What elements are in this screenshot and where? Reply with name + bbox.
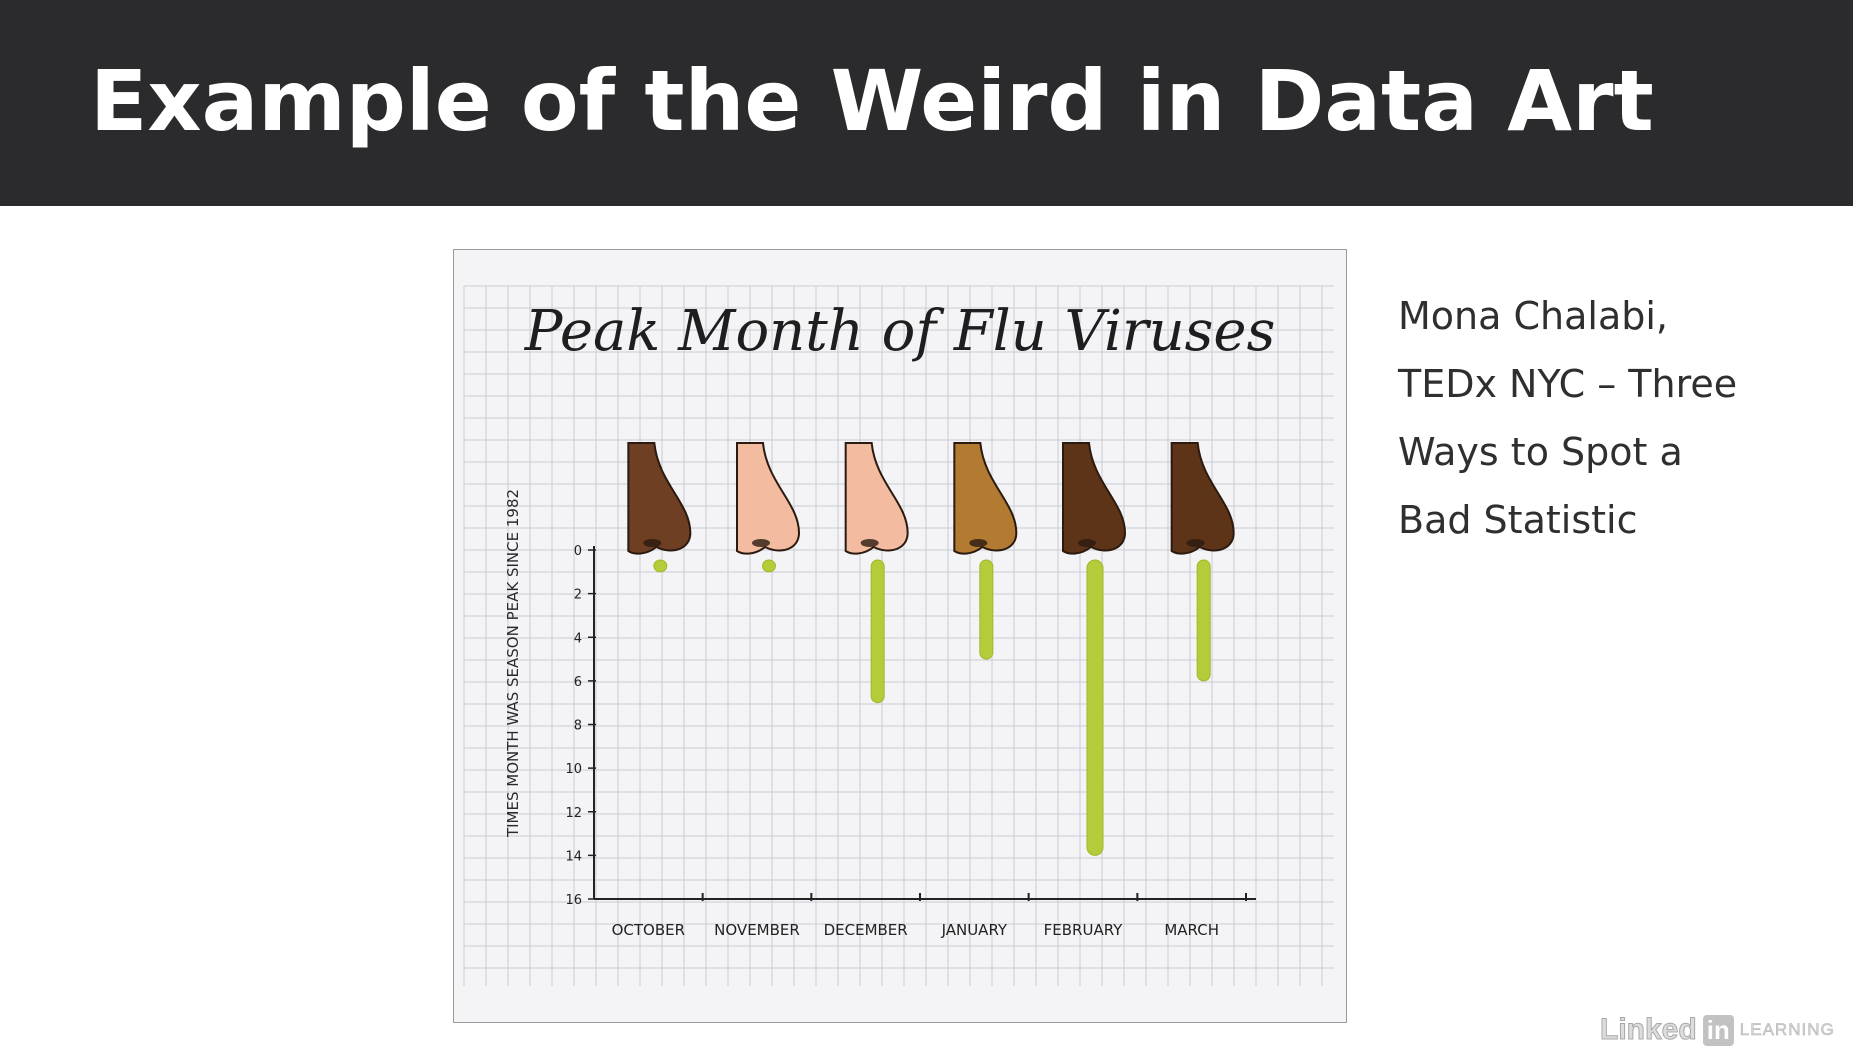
slide-header: Example of the Weird in Data Art bbox=[0, 0, 1853, 206]
x-category-label: JANUARY bbox=[941, 921, 1008, 939]
y-tick-label: 8 bbox=[574, 719, 582, 734]
nose-drawing bbox=[736, 442, 801, 555]
nostril bbox=[860, 539, 879, 547]
y-tick-label: 14 bbox=[565, 849, 582, 864]
y-tick-label: 6 bbox=[574, 675, 582, 690]
logo-in: in bbox=[1702, 1014, 1734, 1046]
nose-drawing bbox=[844, 442, 909, 555]
x-category-label: OCTOBER bbox=[612, 921, 685, 939]
chart-axes bbox=[593, 546, 1256, 901]
y-tick-label: 16 bbox=[565, 893, 582, 908]
caption-line: Bad Statistic bbox=[1398, 498, 1638, 542]
nostril bbox=[969, 539, 988, 547]
caption-line: Ways to Spot a bbox=[1398, 430, 1683, 474]
x-category-label: MARCH bbox=[1164, 921, 1219, 939]
nostril bbox=[643, 539, 662, 547]
snot-bar bbox=[1196, 559, 1211, 682]
x-category-labels: OCTOBER NOVEMBER DECEMBER JANUARY FEBRUARY MA… bbox=[612, 921, 1219, 939]
snot-bar bbox=[979, 559, 994, 660]
chart-title: Peak Month of Flu Viruses bbox=[524, 299, 1276, 364]
y-tick-labels: 0 2 4 6 8 10 12 14 16 bbox=[565, 544, 596, 908]
y-tick-label: 4 bbox=[574, 631, 582, 646]
y-tick-label: 0 bbox=[574, 544, 582, 559]
snot-bar bbox=[1086, 559, 1104, 856]
x-category-label: NOVEMBER bbox=[714, 921, 800, 939]
logo-word: Linked bbox=[1600, 1013, 1698, 1047]
snot-bar bbox=[762, 559, 776, 573]
y-tick-label: 2 bbox=[574, 588, 582, 603]
snot-bar bbox=[653, 559, 668, 573]
slide-title: Example of the Weird in Data Art bbox=[90, 52, 1654, 150]
caption-line: TEDx NYC – Three bbox=[1398, 362, 1738, 406]
x-category-label: FEBRUARY bbox=[1044, 921, 1124, 939]
linkedin-learning-logo: Linked in LEARNING bbox=[1600, 1010, 1835, 1050]
y-tick-label: 10 bbox=[565, 762, 582, 777]
caption-line: Mona Chalabi, bbox=[1398, 294, 1668, 338]
nose-drawing bbox=[1062, 442, 1127, 555]
y-tick-label: 12 bbox=[565, 806, 582, 821]
attribution-caption: Mona Chalabi, TEDx NYC – Three Ways to S… bbox=[1398, 282, 1828, 554]
nose-drawing bbox=[1170, 442, 1235, 555]
y-axis-label: TIMES MONTH WAS SEASON PEAK SINCE 1982 bbox=[504, 489, 522, 838]
x-category-label: DECEMBER bbox=[824, 921, 908, 939]
snot-bars bbox=[653, 559, 1211, 856]
nostril bbox=[1078, 539, 1096, 547]
logo-suffix: LEARNING bbox=[1739, 1020, 1835, 1040]
data-art-image: Peak Month of Flu Viruses TIMES MONTH WA… bbox=[453, 249, 1347, 1023]
grid-paper bbox=[463, 285, 1334, 986]
nose-drawing bbox=[627, 442, 692, 555]
flu-chart: Peak Month of Flu Viruses TIMES MONTH WA… bbox=[463, 285, 1334, 986]
noses bbox=[627, 442, 1235, 555]
snot-bar bbox=[870, 559, 885, 704]
nose-drawing bbox=[953, 442, 1018, 555]
nostril bbox=[752, 539, 770, 547]
nostril bbox=[1186, 539, 1205, 547]
